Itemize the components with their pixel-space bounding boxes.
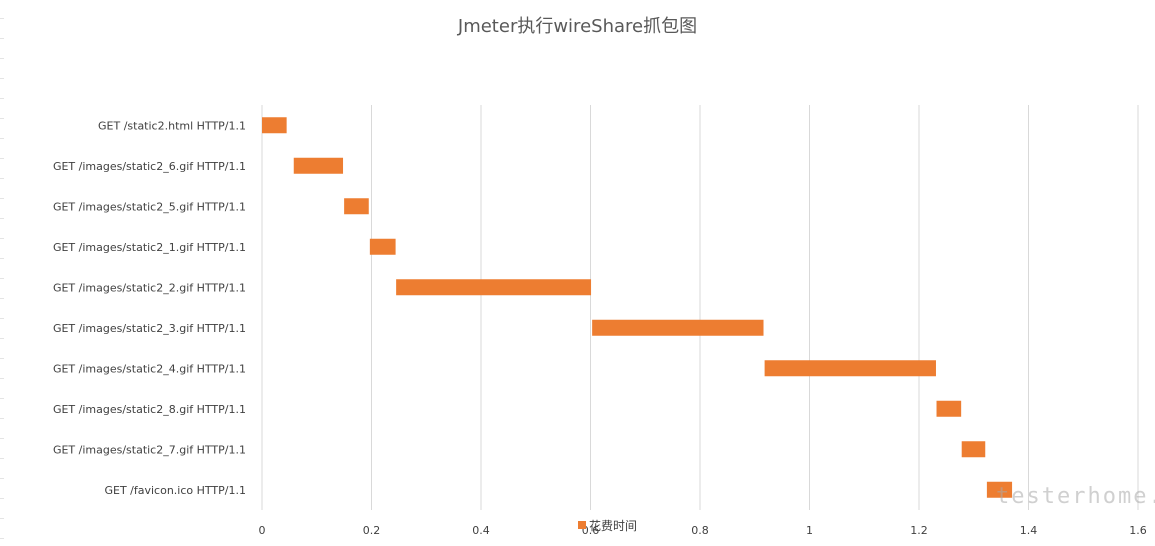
bar[interactable] (986, 481, 1013, 498)
category-label: GET /images/static2_3.gif HTTP/1.1 (53, 322, 246, 335)
chart-title: Jmeter执行wireShare抓包图 (457, 16, 698, 37)
x-tick-label: 0.8 (691, 524, 709, 537)
category-label: GET /images/static2_6.gif HTTP/1.1 (53, 160, 246, 173)
bar[interactable] (396, 279, 592, 296)
x-tick-label: 1 (806, 524, 813, 537)
category-label: GET /images/static2_1.gif HTTP/1.1 (53, 241, 246, 254)
x-tick-label: 0.2 (363, 524, 381, 537)
bar[interactable] (592, 319, 764, 336)
x-tick-label: 0.6 (582, 524, 600, 537)
category-label: GET /favicon.ico HTTP/1.1 (104, 484, 246, 497)
bar[interactable] (369, 238, 396, 255)
bar[interactable] (293, 157, 344, 174)
category-label: GET /images/static2_7.gif HTTP/1.1 (53, 443, 246, 456)
category-label: GET /static2.html HTTP/1.1 (98, 119, 246, 132)
legend: 花费时间 (578, 517, 637, 533)
legend-label: 花费时间 (589, 518, 638, 533)
x-tick-label: 0.4 (472, 524, 490, 537)
x-tick-label: 1.4 (1020, 524, 1038, 537)
bar[interactable] (961, 441, 986, 458)
bar[interactable] (344, 198, 369, 215)
bar[interactable] (262, 117, 287, 134)
category-label: GET /images/static2_4.gif HTTP/1.1 (53, 362, 246, 375)
bar[interactable] (764, 360, 936, 377)
x-tick-label: 0 (259, 524, 266, 537)
x-tick-label: 1.6 (1129, 524, 1147, 537)
category-label: GET /images/static2_8.gif HTTP/1.1 (53, 403, 246, 416)
watermark: testerhome.com (996, 484, 1155, 509)
category-label: GET /images/static2_2.gif HTTP/1.1 (53, 281, 246, 294)
category-label: GET /images/static2_5.gif HTTP/1.1 (53, 200, 246, 213)
x-tick-label: 1.2 (910, 524, 928, 537)
bar[interactable] (936, 400, 962, 417)
legend-swatch (578, 521, 586, 529)
